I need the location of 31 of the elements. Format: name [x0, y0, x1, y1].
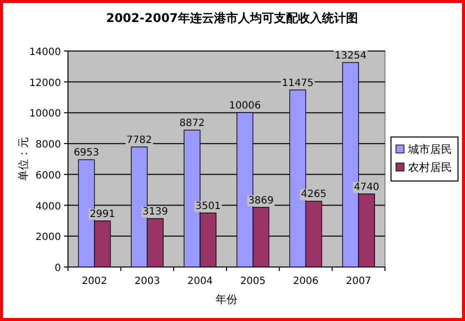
data-label: 7782: [126, 134, 152, 146]
y-tick-label: 8000: [36, 140, 61, 151]
x-tick-label: 2005: [240, 276, 266, 287]
y-tick-label: 14000: [29, 47, 61, 58]
y-tick-label: 0: [54, 263, 61, 274]
data-label: 3139: [142, 206, 168, 218]
data-label: 3869: [248, 195, 274, 206]
data-label: 4740: [354, 182, 380, 193]
x-tick-label: 2007: [346, 276, 372, 287]
legend-label: 农村居民: [408, 161, 452, 174]
data-label: 13254: [334, 50, 366, 62]
data-label: 4265: [301, 189, 326, 200]
data-label: 6953: [74, 148, 100, 159]
x-tick-label: 2003: [134, 276, 160, 287]
y-tick-label: 10000: [29, 108, 61, 120]
x-tick-label: 2006: [293, 276, 318, 287]
data-label: 11475: [282, 78, 314, 89]
y-tick-label: 2000: [36, 232, 61, 244]
data-label: 8872: [179, 118, 205, 130]
x-axis-title: 年份: [216, 293, 238, 306]
chart-title: 2002-2007年连云港市人均可支配收入统计图: [106, 11, 358, 25]
data-label: 2991: [90, 208, 116, 220]
x-tick-label: 2004: [187, 276, 213, 287]
y-tick-label: 6000: [36, 170, 61, 182]
legend-label: 城市居民: [407, 143, 452, 156]
y-tick-label: 4000: [36, 201, 61, 212]
x-tick-label: 2002: [82, 276, 108, 287]
y-axis-title: 单位：元: [17, 137, 30, 181]
data-label: 10006: [229, 100, 261, 112]
data-label: 3501: [195, 200, 221, 212]
y-tick-label: 12000: [29, 78, 61, 89]
